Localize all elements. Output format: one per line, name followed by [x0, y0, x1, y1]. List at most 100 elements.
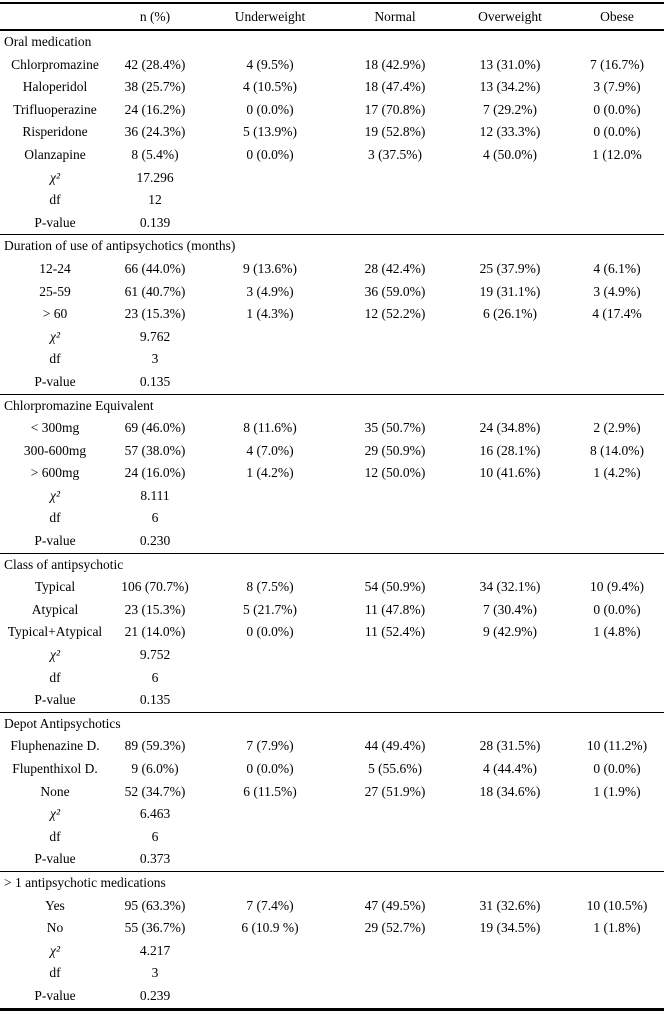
table-row: Haloperidol 38 (25.7%) 4 (10.5%) 18 (47.4%)…	[0, 76, 664, 99]
cell: 28 (42.4%)	[364, 260, 426, 276]
table-row: Atypical 23 (15.3%) 5 (21.7%) 11 (47.8%) 7 (…	[0, 599, 664, 622]
cell: 10 (11.2%)	[586, 738, 648, 754]
cell: 89 (59.3%)	[124, 738, 186, 754]
row-label: df	[49, 828, 61, 844]
cell: 12 (50.0%)	[364, 465, 426, 481]
cell: 4 (17.4%	[592, 306, 642, 322]
cell: 55 (36.7%)	[124, 920, 186, 936]
row-label: Atypical	[31, 601, 79, 617]
cell	[450, 212, 570, 235]
table-row: Typical+Atypical 21 (14.0%) 0 (0.0%) 11 (52…	[0, 621, 664, 644]
cell	[570, 689, 664, 712]
cell: 69 (46.0%)	[124, 420, 186, 436]
cell: 57 (38.0%)	[124, 442, 186, 458]
cell: 1 (12.0%	[592, 146, 642, 162]
cell: 10 (9.4%)	[590, 579, 644, 595]
cell: 9 (6.0%)	[131, 761, 179, 776]
table-row: df 3	[0, 962, 664, 985]
cell	[450, 644, 570, 667]
cell	[200, 689, 340, 712]
cell: 61 (40.7%)	[124, 283, 186, 299]
table-section: Class of antipsychotic Typical 106 (70.7%)…	[0, 554, 664, 713]
cell	[340, 940, 450, 963]
cell	[340, 189, 450, 212]
cell: 4 (50.0%)	[483, 146, 537, 162]
cell	[570, 530, 664, 553]
cell	[200, 212, 340, 235]
table-row: Trifluoperazine 24 (16.2%) 0 (0.0%) 17 (70.…	[0, 99, 664, 122]
table-row: P-value 0.230	[0, 530, 664, 553]
row-label: Fluphenazine D.	[10, 738, 100, 754]
cell: 3 (4.9%)	[593, 283, 641, 299]
cell: 12	[148, 192, 162, 208]
cell	[200, 940, 340, 963]
cell: 23 (15.3%)	[124, 306, 186, 322]
cell	[570, 985, 664, 1008]
table-row: < 300mg 69 (46.0%) 8 (11.6%) 35 (50.7%) 24 (…	[0, 417, 664, 440]
cell: 9.762	[139, 328, 171, 344]
cell: 5 (55.6%)	[368, 761, 422, 776]
table-row: df 12	[0, 189, 664, 212]
cell: 28 (31.5%)	[479, 738, 541, 754]
cell: 0 (0.0%)	[246, 101, 294, 117]
cell: 106 (70.7%)	[121, 579, 189, 595]
column-header-empty	[0, 4, 110, 29]
cell	[450, 485, 570, 508]
cell: 13 (34.2%)	[479, 79, 541, 95]
row-label: df	[49, 510, 61, 526]
table-row: df 6	[0, 826, 664, 849]
cell	[570, 348, 664, 371]
cell	[340, 689, 450, 712]
cell	[570, 667, 664, 690]
cell	[200, 803, 340, 826]
cell	[450, 326, 570, 349]
cell: 24 (16.2%)	[124, 101, 186, 117]
cell: 3	[151, 351, 159, 367]
cell	[450, 940, 570, 963]
row-label: χ²	[50, 328, 60, 344]
row-label: χ²	[50, 806, 60, 822]
cell: 12 (33.3%)	[479, 124, 541, 140]
row-label: χ²	[50, 487, 60, 503]
table-row: Olanzapine 8 (5.4%) 0 (0.0%) 3 (37.5%) 4 (50…	[0, 144, 664, 167]
cell	[450, 848, 570, 871]
cell	[570, 826, 664, 849]
table-section: Depot Antipsychotics Fluphenazine D. 89 (5…	[0, 713, 664, 872]
table-section: Oral medication Chlorpromazine 42 (28.4%) 4…	[0, 31, 664, 236]
cell	[570, 507, 664, 530]
table-row: No 55 (36.7%) 6 (10.9 %) 29 (52.7%) 19 (34.5…	[0, 917, 664, 940]
table-row: P-value 0.373	[0, 848, 664, 871]
cell: 1 (4.8%)	[593, 624, 641, 640]
cell: 19 (34.5%)	[479, 920, 541, 936]
table-section: Chlorpromazine Equivalent < 300mg 69 (46.0…	[0, 395, 664, 554]
cell	[450, 689, 570, 712]
cell: 36 (24.3%)	[124, 124, 186, 140]
cell	[450, 167, 570, 190]
cell: 7 (7.9%)	[246, 738, 294, 754]
column-header-underweight: Underweight	[234, 9, 306, 24]
cell: 9.752	[139, 647, 171, 663]
table-row: Typical 106 (70.7%) 8 (7.5%) 54 (50.9%) 34 (…	[0, 576, 664, 599]
cell: 0.139	[139, 214, 171, 230]
table-row: χ² 17.296	[0, 167, 664, 190]
cell: 16 (28.1%)	[479, 442, 541, 458]
cell	[200, 644, 340, 667]
cell	[450, 371, 570, 394]
table-row: P-value 0.135	[0, 371, 664, 394]
cell: 10 (10.5%)	[586, 897, 648, 913]
cell	[340, 644, 450, 667]
cell	[340, 167, 450, 190]
cell: 8 (7.5%)	[246, 579, 294, 595]
cell: 35 (50.7%)	[364, 420, 426, 436]
cell	[570, 644, 664, 667]
cell	[570, 485, 664, 508]
cell	[450, 189, 570, 212]
cell	[450, 962, 570, 985]
table-row: Chlorpromazine 42 (28.4%) 4 (9.5%) 18 (42.9…	[0, 54, 664, 77]
cell	[340, 507, 450, 530]
row-label: df	[49, 669, 61, 685]
cell	[570, 940, 664, 963]
cell: 1 (1.8%)	[593, 920, 641, 936]
cell: 1 (1.9%)	[593, 783, 641, 799]
